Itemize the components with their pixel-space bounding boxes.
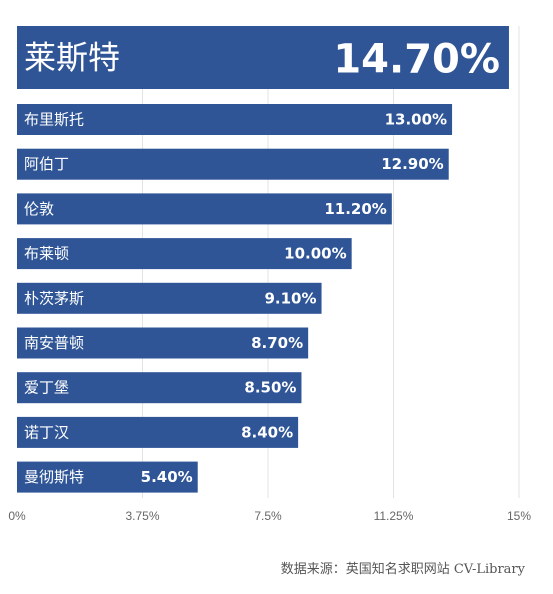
value-label: 8.50% bbox=[244, 379, 296, 397]
value-label: 8.70% bbox=[251, 334, 303, 352]
source-note: 数据来源：英国知名求职网站 CV-Library bbox=[281, 561, 526, 577]
x-tick-label: 3.75% bbox=[125, 509, 159, 523]
category-label: 莱斯特 bbox=[24, 39, 120, 77]
category-label: 伦敦 bbox=[24, 200, 54, 218]
value-label: 5.40% bbox=[141, 468, 193, 486]
value-label: 8.40% bbox=[241, 423, 293, 441]
value-label: 9.10% bbox=[264, 289, 316, 307]
bar bbox=[17, 193, 392, 225]
bar bbox=[17, 26, 509, 89]
category-label: 爱丁堡 bbox=[24, 379, 69, 397]
x-tick-label: 11.25% bbox=[374, 509, 414, 523]
bar bbox=[17, 461, 198, 493]
bar bbox=[17, 327, 309, 359]
category-label: 曼彻斯特 bbox=[24, 468, 84, 486]
x-tick-label: 7.5% bbox=[254, 509, 282, 523]
bar bbox=[17, 148, 449, 180]
category-label: 阿伯丁 bbox=[24, 155, 69, 173]
category-label: 布里斯托 bbox=[24, 111, 84, 129]
bar bbox=[17, 372, 302, 404]
bar bbox=[17, 282, 322, 314]
category-label: 朴茨茅斯 bbox=[24, 289, 84, 307]
category-label: 布莱顿 bbox=[24, 245, 69, 263]
x-axis-ticks: 0% 3.75% 7.5% 11.25% 15% bbox=[8, 509, 531, 523]
value-label: 11.20% bbox=[324, 200, 386, 218]
value-label: 13.00% bbox=[385, 111, 447, 129]
category-label: 南安普顿 bbox=[24, 334, 84, 352]
value-label: 10.00% bbox=[284, 245, 346, 263]
bars-group: 莱斯特 14.70% 布里斯托 13.00% 阿伯丁 12.90% 伦敦 11.20% 布莱顿 1… bbox=[17, 26, 509, 493]
x-tick-label: 0% bbox=[8, 509, 26, 523]
bar bbox=[17, 104, 453, 135]
x-tick-label: 15% bbox=[507, 509, 531, 523]
category-label: 诺丁汉 bbox=[24, 423, 69, 441]
value-label: 12.90% bbox=[381, 155, 443, 173]
value-label: 14.70% bbox=[333, 37, 500, 83]
bar bbox=[17, 416, 299, 448]
bar bbox=[17, 238, 352, 270]
